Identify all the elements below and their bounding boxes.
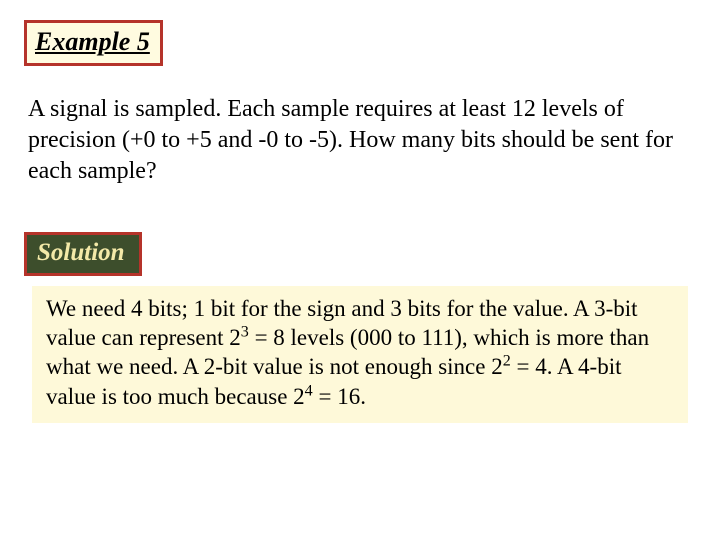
answer-exp1: 3 [241,323,249,340]
question-text: A signal is sampled. Each sample require… [28,94,692,188]
example-heading: Example 5 [35,27,150,56]
answer-exp2: 2 [503,353,511,370]
answer-box: We need 4 bits; 1 bit for the sign and 3… [32,286,688,424]
answer-part4: = 16. [313,384,366,409]
solution-heading: Solution [37,239,125,266]
answer-text: We need 4 bits; 1 bit for the sign and 3… [46,294,674,412]
example-heading-box: Example 5 [24,20,163,66]
answer-exp3: 4 [305,382,313,399]
solution-heading-box: Solution [24,232,142,276]
